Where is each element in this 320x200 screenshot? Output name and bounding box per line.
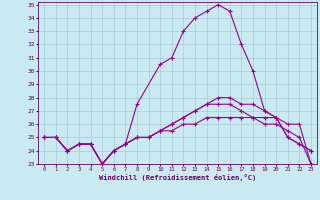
X-axis label: Windchill (Refroidissement éolien,°C): Windchill (Refroidissement éolien,°C) <box>99 174 256 181</box>
